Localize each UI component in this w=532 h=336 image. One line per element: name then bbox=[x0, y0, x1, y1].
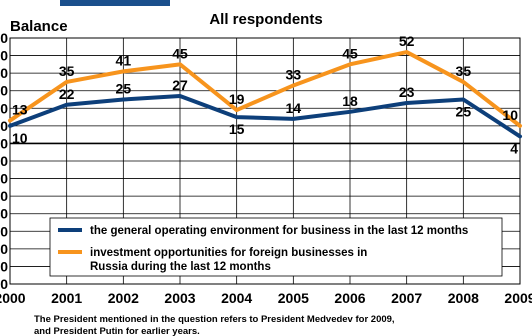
y-axis-label: Balance bbox=[10, 18, 68, 35]
data-label: 25 bbox=[116, 81, 132, 97]
series-line bbox=[8, 93, 522, 139]
data-label: 4 bbox=[510, 140, 518, 156]
y-tick-label: 30 bbox=[0, 83, 8, 99]
y-tick-label: 10 bbox=[0, 118, 8, 134]
y-tick-label: -30 bbox=[0, 188, 8, 204]
chart-title: All respondents bbox=[209, 11, 322, 28]
y-tick-label: -40 bbox=[0, 206, 8, 222]
axes: 6050403020100-10-20-30-40-50-60-70-80200… bbox=[0, 30, 532, 306]
data-label: 41 bbox=[116, 52, 132, 68]
data-label: 10 bbox=[12, 130, 28, 146]
footnote-line: The President mentioned in the question … bbox=[34, 314, 395, 325]
data-label: 18 bbox=[342, 93, 358, 109]
data-labels: 10 22 25 27 15 14 18 23 25 4 13 35 41 45 19 33 45 52 35 10 bbox=[12, 33, 518, 156]
y-tick-label: -10 bbox=[0, 153, 8, 169]
x-tick-label: 2009 bbox=[504, 290, 532, 306]
data-label: 23 bbox=[399, 84, 415, 100]
footnote: The President mentioned in the question … bbox=[34, 314, 395, 336]
data-label: 13 bbox=[12, 102, 28, 118]
x-tick-label: 2001 bbox=[51, 290, 82, 306]
data-label: 45 bbox=[172, 45, 188, 61]
data-label: 27 bbox=[172, 77, 188, 93]
footnote-line: and President Putin for earlier years. bbox=[34, 326, 200, 336]
series-line bbox=[8, 50, 522, 128]
legend-label: the general operating environment for bu… bbox=[90, 225, 468, 237]
x-tick-label: 2008 bbox=[448, 290, 479, 306]
legend-label: Russia during the last 12 months bbox=[90, 261, 271, 273]
y-tick-label: -60 bbox=[0, 241, 8, 257]
y-tick-label: 50 bbox=[0, 48, 8, 64]
data-label: 22 bbox=[59, 86, 75, 102]
series-lines bbox=[8, 50, 522, 139]
x-tick-label: 2002 bbox=[108, 290, 139, 306]
y-tick-label: -20 bbox=[0, 171, 8, 187]
data-label: 14 bbox=[286, 100, 302, 116]
legend: the general operating environment for bu… bbox=[49, 217, 503, 277]
data-label: 52 bbox=[399, 33, 415, 49]
plot-frame bbox=[9, 37, 521, 285]
data-label: 25 bbox=[456, 104, 472, 120]
y-tick-label: -50 bbox=[0, 223, 8, 239]
x-tick-label: 2005 bbox=[278, 290, 309, 306]
x-tick-label: 2006 bbox=[334, 290, 365, 306]
y-tick-label: -70 bbox=[0, 258, 8, 274]
data-label: 33 bbox=[286, 66, 302, 82]
data-label: 19 bbox=[229, 91, 245, 107]
legend-box bbox=[49, 217, 503, 277]
y-tick-label: 0 bbox=[0, 135, 8, 151]
header-band bbox=[60, 0, 170, 6]
y-tick-label: 20 bbox=[0, 100, 8, 116]
data-label: 35 bbox=[456, 63, 472, 79]
y-tick-label: 40 bbox=[0, 65, 8, 81]
data-label: 45 bbox=[342, 45, 358, 61]
x-tick-label: 2007 bbox=[391, 290, 422, 306]
data-label: 35 bbox=[59, 63, 75, 79]
legend-label: investment opportunities for foreign bus… bbox=[90, 247, 367, 259]
x-tick-label: 2004 bbox=[221, 290, 252, 306]
x-tick-label: 2003 bbox=[164, 290, 195, 306]
y-tick-label: 60 bbox=[0, 30, 8, 46]
y-tick-label: -80 bbox=[0, 276, 8, 292]
data-label: 10 bbox=[502, 107, 518, 123]
data-label: 15 bbox=[229, 121, 245, 137]
x-tick-label: 2000 bbox=[0, 290, 26, 306]
